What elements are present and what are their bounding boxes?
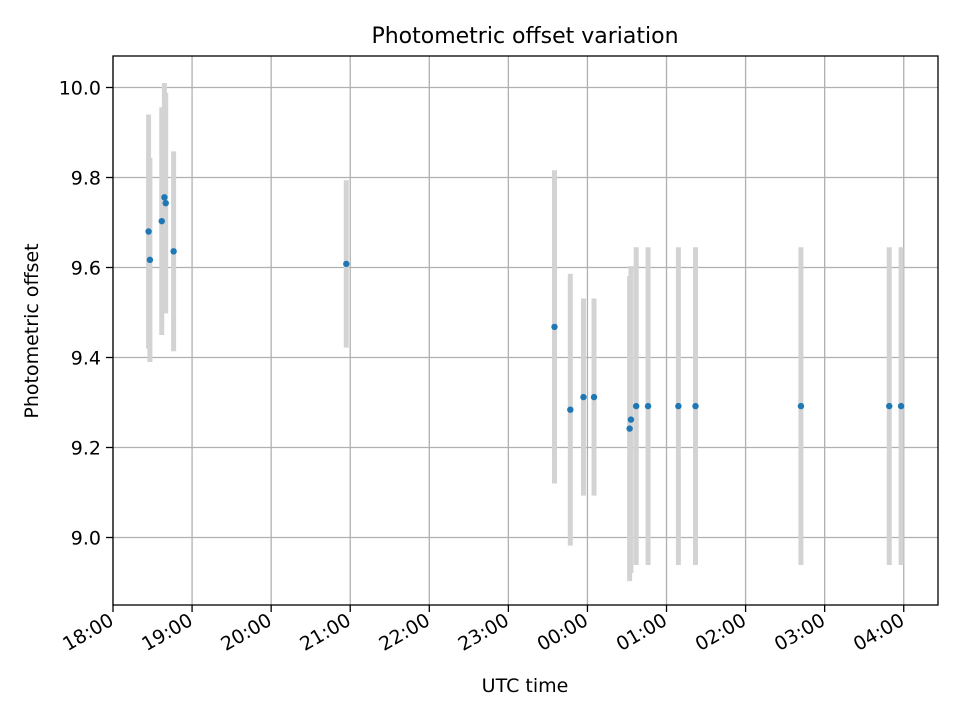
y-tick-label: 9.8 xyxy=(71,168,101,190)
data-point xyxy=(886,402,893,410)
data-point xyxy=(161,194,168,201)
data-point xyxy=(675,402,682,410)
data-point xyxy=(567,406,574,413)
y-tick-label: 9.4 xyxy=(71,348,101,370)
data-point xyxy=(158,217,165,225)
data-point xyxy=(146,256,154,264)
grid-layer xyxy=(112,56,938,605)
data-point xyxy=(343,260,350,268)
y-tick-label: 10.0 xyxy=(59,78,101,100)
data-point xyxy=(580,393,587,401)
data-point xyxy=(551,323,558,331)
data-point xyxy=(626,425,633,432)
data-point xyxy=(590,393,598,401)
x-axis-label: UTC time xyxy=(482,675,569,697)
data-point xyxy=(797,402,805,410)
y-axis-label: Photometric offset xyxy=(21,243,43,418)
data-point xyxy=(627,416,635,423)
point-layer xyxy=(145,194,905,432)
chart-title: Photometric offset variation xyxy=(371,24,678,49)
data-point xyxy=(633,402,640,410)
data-point xyxy=(644,402,652,410)
data-point xyxy=(692,402,699,410)
data-point xyxy=(170,248,177,255)
plot-frame xyxy=(112,55,939,606)
data-point xyxy=(145,228,152,235)
data-point xyxy=(162,199,169,207)
data-point xyxy=(897,402,905,410)
y-tick-label: 9.2 xyxy=(71,438,101,460)
y-axis-ticks: 9.0 9.2 9.4 9.6 9.8 10.0 xyxy=(59,78,113,550)
y-tick-label: 9.6 xyxy=(71,258,101,280)
y-tick-label: 9.0 xyxy=(71,528,101,550)
